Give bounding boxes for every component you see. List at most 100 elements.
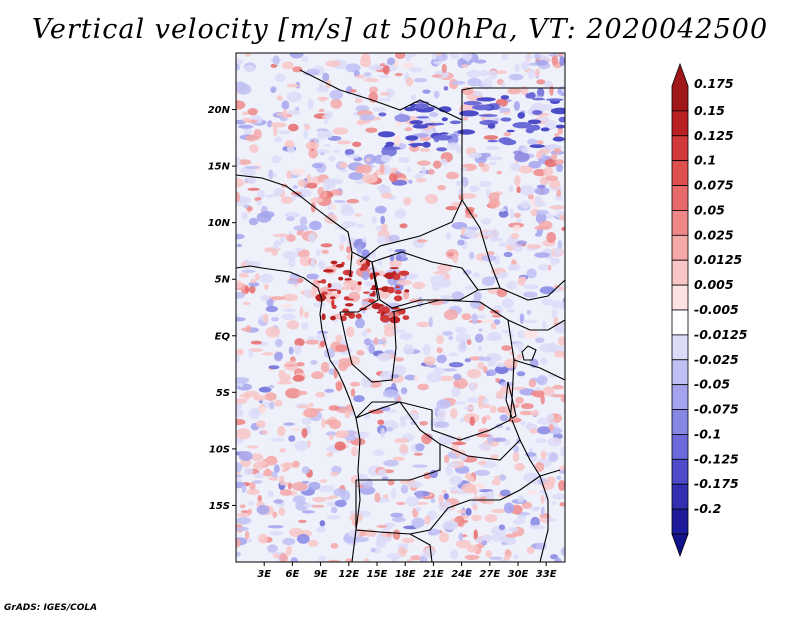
field-patch: [316, 130, 328, 140]
field-patch: [339, 162, 348, 169]
field-patch: [236, 398, 248, 404]
field-patch: [273, 499, 284, 504]
field-patch: [287, 279, 299, 285]
field-patch: [328, 360, 340, 366]
field-patch: [311, 162, 323, 169]
field-patch: [248, 217, 259, 226]
field-patch: [414, 173, 423, 180]
field-patch: [284, 363, 297, 367]
field-patch: [301, 322, 309, 330]
field-patch: [523, 291, 538, 298]
field-patch: [458, 187, 464, 195]
field-patch: [395, 254, 402, 261]
field-patch: [320, 243, 333, 248]
field-patch: [538, 264, 550, 271]
colorbar-label: -0.05: [694, 377, 730, 392]
field-patch: [501, 329, 514, 334]
field-patch: [508, 526, 519, 533]
field-patch: [236, 292, 245, 299]
field-patch: [416, 239, 428, 243]
field-patch: [553, 247, 562, 257]
field-patch: [507, 333, 515, 338]
field-patch: [243, 467, 254, 476]
coastline: [236, 265, 361, 562]
field-patch: [539, 286, 555, 295]
updraft-patch: [383, 274, 392, 278]
field-patch: [530, 506, 539, 512]
lon-tick-label: 30E: [508, 569, 529, 580]
downdraft-patch: [457, 129, 476, 135]
field-patch: [466, 397, 480, 404]
downdraft-patch: [500, 95, 510, 100]
field-patch: [396, 279, 412, 286]
field-patch: [498, 210, 509, 218]
lon-tick-label: 3E: [257, 569, 271, 580]
field-patch: [236, 409, 244, 418]
field-patch: [288, 346, 294, 355]
country-borders: [236, 69, 565, 562]
field-patch: [536, 150, 543, 160]
field-patch: [390, 374, 400, 379]
field-patch: [284, 140, 295, 148]
field-patch: [317, 260, 326, 270]
updraft-patch: [362, 291, 370, 294]
downdraft-patch: [546, 98, 564, 102]
field-patch: [290, 168, 305, 176]
field-patch: [361, 271, 370, 281]
field-patch: [280, 303, 293, 308]
downdraft-patch: [529, 144, 545, 149]
downdraft-patch: [517, 112, 525, 119]
field-patch: [451, 201, 464, 207]
field-patch: [536, 184, 546, 189]
colorbar-label: 0.0125: [694, 252, 743, 267]
colorbar-label: -0.1: [694, 426, 721, 441]
field-patch: [406, 166, 411, 173]
field-patch: [319, 340, 326, 348]
field-patch: [364, 557, 370, 562]
field-patch: [437, 184, 446, 191]
field-patch: [310, 360, 318, 365]
field-patch: [349, 411, 355, 416]
field-patch: [550, 153, 558, 161]
field-patch: [301, 56, 309, 62]
field-patch: [484, 514, 498, 523]
field-patch: [305, 141, 320, 150]
field-patch: [503, 439, 511, 446]
field-patch: [415, 178, 427, 183]
field-patch: [299, 256, 312, 267]
field-patch: [265, 455, 278, 466]
field-patch: [501, 107, 511, 113]
field-patch: [488, 69, 498, 80]
field-patch: [360, 164, 372, 174]
field-patch: [441, 63, 447, 74]
chart-title: Vertical velocity [m/s] at 500hPa, VT: 2…: [31, 14, 769, 45]
downdraft-patch: [441, 117, 448, 122]
field-patch: [342, 221, 357, 228]
field-patch: [543, 80, 553, 88]
field-patch: [403, 344, 415, 355]
field-patch: [279, 552, 288, 562]
field-patch: [252, 480, 263, 484]
field-patch: [556, 163, 563, 173]
field-patch: [460, 193, 477, 199]
colorbar-label: -0.005: [694, 302, 739, 317]
field-patch: [346, 198, 360, 204]
field-patch: [518, 165, 534, 174]
field-patch: [303, 129, 309, 139]
downdraft-patch: [487, 139, 499, 143]
field-patch: [437, 408, 446, 420]
lat-tick-label: 10N: [208, 218, 231, 229]
field-patch: [279, 448, 287, 453]
field-patch: [337, 357, 354, 368]
field-patch: [317, 96, 329, 101]
field-patch: [361, 376, 373, 388]
field-patch: [361, 329, 368, 337]
field-patch: [514, 462, 525, 471]
field-patch: [424, 194, 439, 204]
field-patch: [327, 266, 340, 270]
field-patch: [508, 263, 521, 271]
field-patch: [483, 135, 499, 140]
field-patch: [269, 401, 275, 410]
field-patch: [481, 357, 492, 362]
